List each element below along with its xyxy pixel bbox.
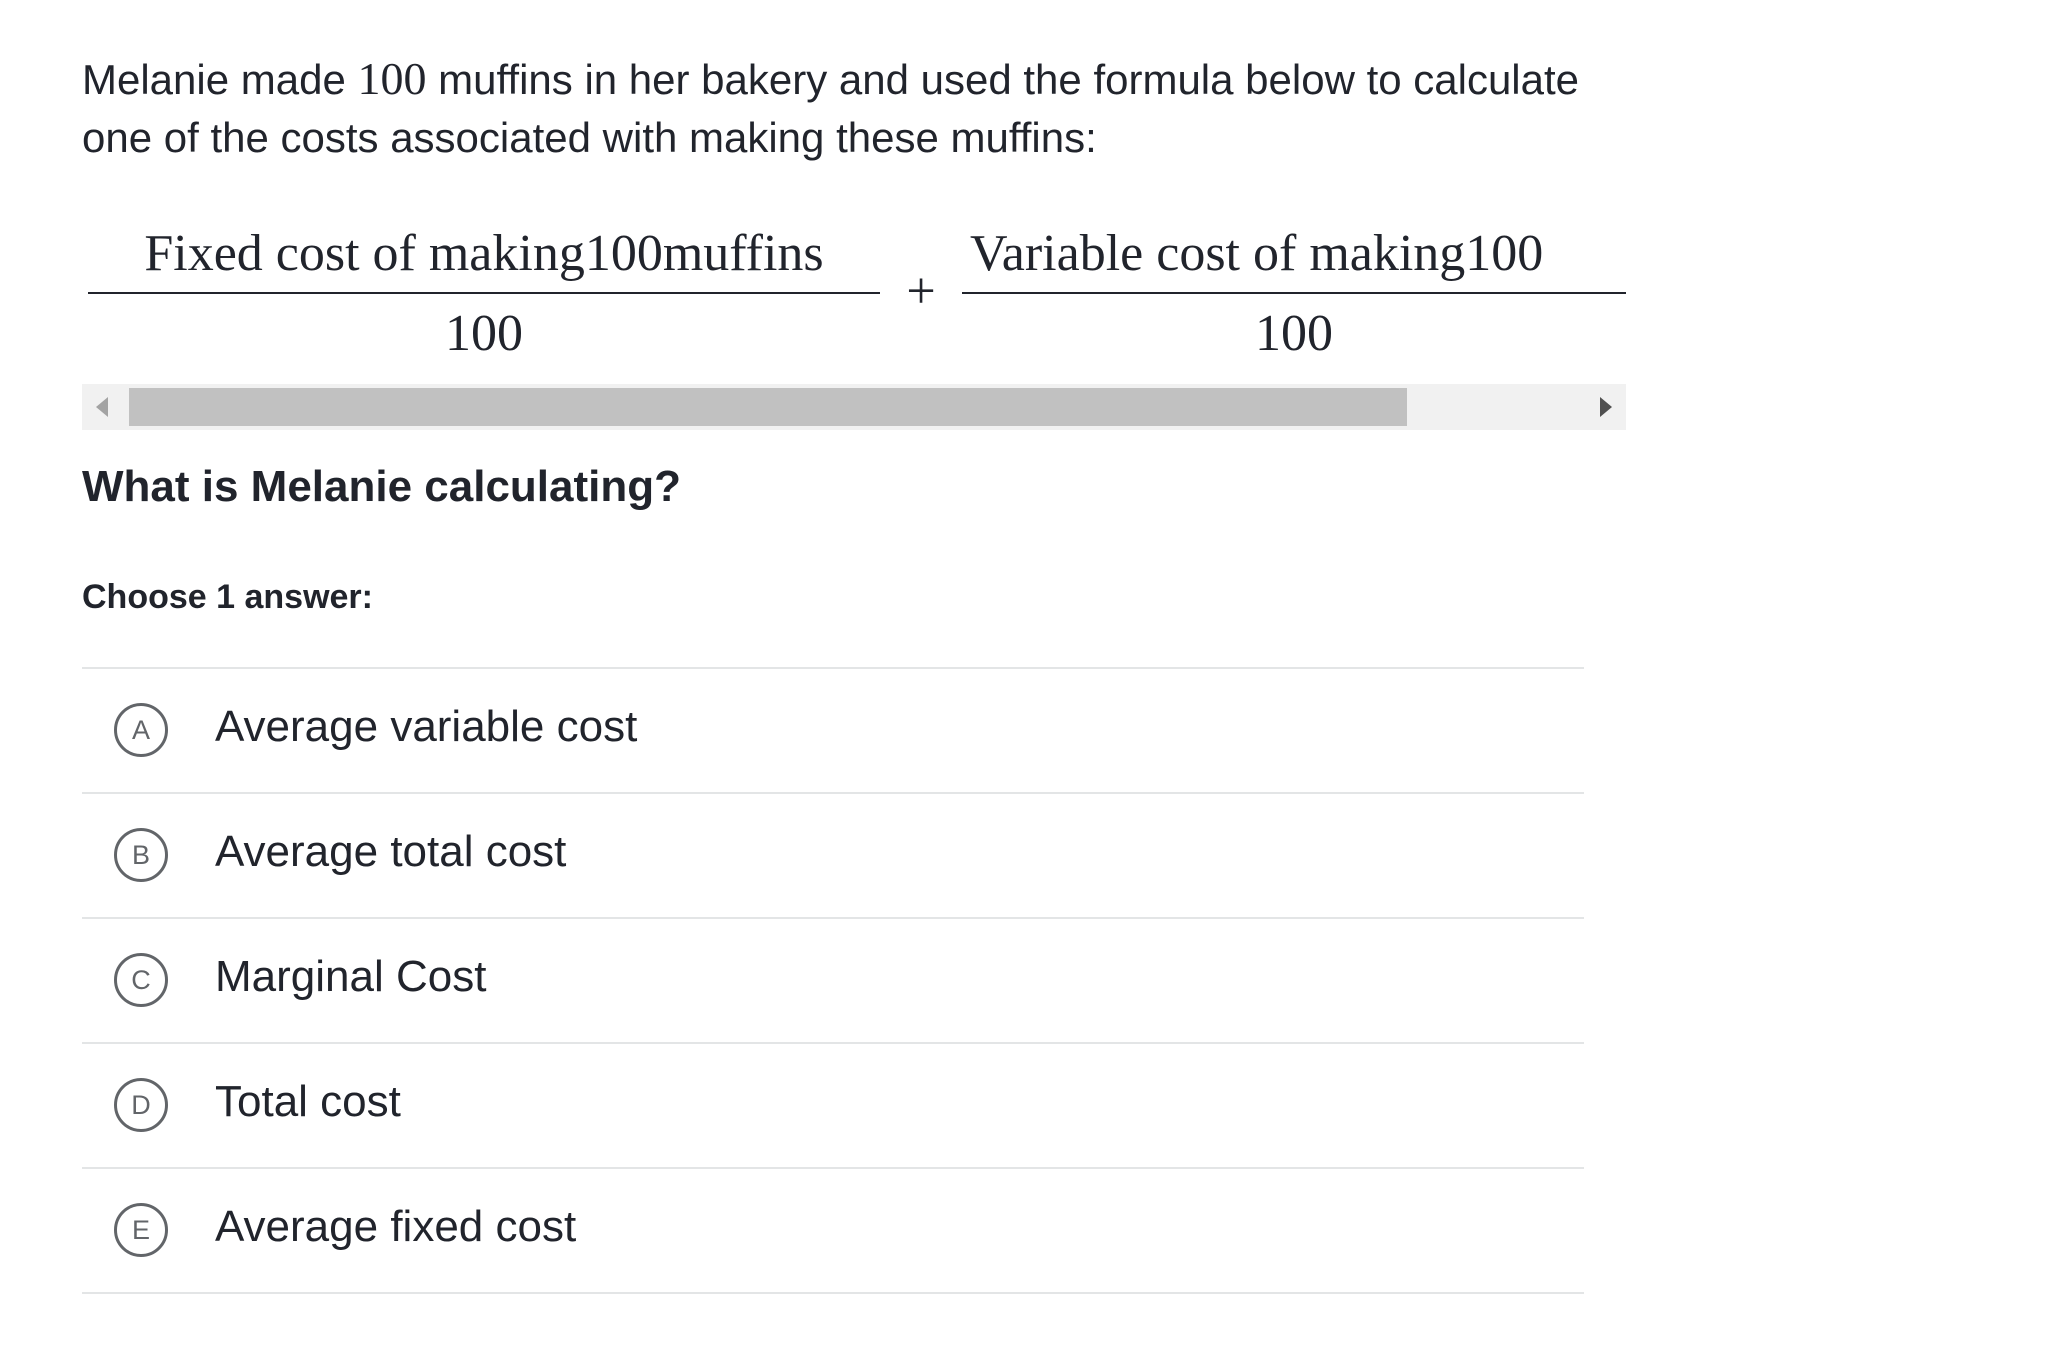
choice-text: Average total cost [215,826,567,876]
separator [82,667,1584,669]
intro-number: 100 [357,53,427,104]
choice-text: Average variable cost [215,701,638,751]
separator [82,1292,1584,1294]
denominator: 100 [1255,305,1333,362]
answer-choice[interactable]: C Marginal Cost [82,917,1584,1042]
horizontal-scrollbar[interactable] [82,384,1626,430]
intro-before: Melanie made [82,56,346,103]
choice-letter: B [114,827,168,882]
operator: + [906,263,936,320]
fraction-bar [88,292,880,294]
choice-letter: D [114,1077,168,1132]
scroll-left-arrow[interactable] [94,397,110,417]
separator [82,792,1584,794]
intro-text: Melanie made 100 muffins in her bakery a… [82,50,1642,167]
fraction: Variable cost of making100 100 [962,220,1626,370]
answer-choice[interactable]: A Average variable cost [82,667,1584,792]
separator [82,917,1584,919]
choice-letter: A [114,702,168,757]
answer-choice[interactable]: D Total cost [82,1042,1584,1167]
choice-text: Average fixed cost [215,1201,577,1251]
denominator: 100 [445,305,523,362]
choice-letter: E [114,1202,168,1257]
answer-choice[interactable]: E Average fixed cost [82,1167,1584,1292]
separator [82,1042,1584,1044]
choice-letter: C [114,952,168,1007]
question-prompt: What is Melanie calculating? [82,462,682,511]
intro-after: muffins in her bakery and used the formu… [82,56,1580,161]
numerator: Variable cost of making100 [970,225,1544,282]
instruction: Choose 1 answer: [82,578,373,616]
scroll-right-arrow[interactable] [1598,397,1614,417]
numerator: Fixed cost of making100muffins [144,225,824,282]
formula-clip: Variable cost of making100 100 [962,220,1626,370]
choice-text: Total cost [215,1076,401,1126]
fraction-bar [962,292,1626,294]
choice-text: Marginal Cost [215,951,487,1001]
fraction: Fixed cost of making100muffins 100 [88,220,880,370]
scroll-thumb[interactable] [129,388,1407,426]
answer-choice[interactable]: B Average total cost [82,792,1584,917]
separator [82,1167,1584,1169]
